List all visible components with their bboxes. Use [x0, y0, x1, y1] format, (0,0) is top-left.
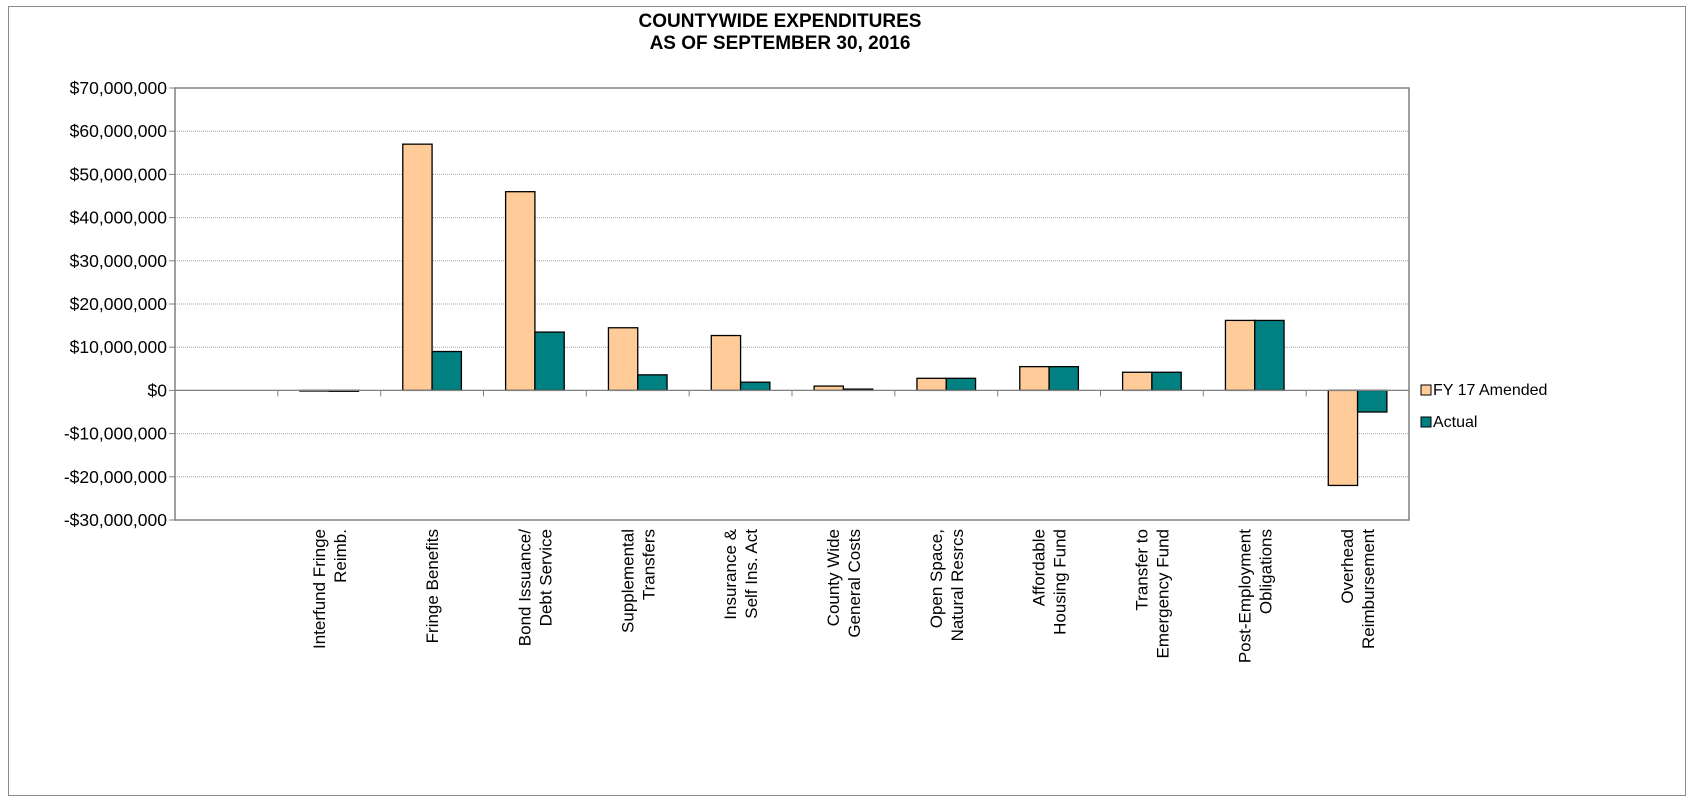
- bar-fy17-amended: [710, 334, 742, 392]
- bar-fy17-amended: [504, 191, 536, 392]
- category-label: Housing Fund: [1051, 529, 1070, 635]
- category-label: General Costs: [845, 529, 864, 638]
- category-label: Open Space,: [927, 529, 946, 628]
- bar-actual: [637, 374, 668, 392]
- y-axis-ticks: -$30,000,000 -$20,000,000 -$10,000,000 $0 $1…: [64, 78, 167, 530]
- category-label: County Wide: [824, 529, 843, 626]
- bar-actual: [431, 350, 463, 392]
- category-label: Transfers: [639, 529, 658, 600]
- plot-area-border: [174, 87, 1410, 521]
- legend: FY 17 Amended Actual: [1420, 382, 1547, 431]
- legend-label: Actual: [1433, 414, 1477, 431]
- y-tick-label: $0: [148, 380, 168, 400]
- bar-actual: [1048, 365, 1080, 392]
- category-label: Fringe Benefits: [423, 529, 442, 643]
- category-label: Affordable: [1030, 529, 1049, 606]
- bar-fy17-amended: [607, 327, 639, 392]
- y-tick-label: -$10,000,000: [64, 424, 167, 444]
- category-label: Emergency Fund: [1153, 529, 1172, 658]
- bar-fy17-amended: [1019, 365, 1050, 392]
- bar-fy17-amended: [916, 377, 947, 392]
- category-label: Debt Service: [536, 529, 555, 626]
- category-label: Natural Resrcs: [948, 529, 967, 641]
- bar-actual: [1151, 371, 1182, 392]
- category-label: Reimbursement: [1359, 529, 1378, 649]
- y-tick-label: $20,000,000: [70, 294, 168, 314]
- category-label: Insurance &: [721, 528, 740, 619]
- chart-title-line: AS OF SEPTEMBER 30, 2016: [650, 33, 911, 54]
- x-axis-labels: Interfund Fringe Reimb. Fringe Benefits Bon…: [310, 528, 1378, 663]
- bars: [299, 143, 1388, 487]
- category-label: Supplemental: [618, 529, 637, 633]
- category-label: Obligations: [1256, 529, 1275, 614]
- category-label: Transfer to: [1132, 529, 1151, 611]
- category-label: Reimb.: [331, 529, 350, 583]
- y-tick-label: -$30,000,000: [64, 510, 167, 530]
- bar-actual: [1254, 319, 1285, 392]
- bar-fy17-amended: [402, 143, 433, 392]
- y-tick-label: $30,000,000: [70, 251, 168, 271]
- legend-label: FY 17 Amended: [1433, 382, 1547, 399]
- category-label: Self Ins. Act: [742, 529, 761, 619]
- bar-actual: [945, 377, 977, 392]
- y-tick-label: $40,000,000: [70, 208, 168, 228]
- category-label: Bond Issuance/: [515, 529, 534, 646]
- gridlines: [169, 87, 1409, 521]
- bar-fy17-amended: [813, 385, 845, 392]
- bar-actual: [1356, 389, 1388, 413]
- bar-fy17-amended: [1327, 389, 1359, 487]
- category-label: Overhead: [1338, 529, 1357, 604]
- y-tick-label: $70,000,000: [70, 78, 168, 98]
- y-tick-label: -$20,000,000: [64, 467, 167, 487]
- legend-swatch: [1420, 416, 1432, 428]
- bar-fy17-amended: [1224, 319, 1256, 392]
- legend-swatch: [1420, 384, 1432, 396]
- bar-actual: [534, 331, 565, 392]
- axes: [174, 87, 1410, 521]
- category-label: Post-Employment: [1235, 529, 1254, 663]
- chart-title-line: COUNTYWIDE EXPENDITURES: [639, 11, 922, 32]
- bar-fy17-amended: [1121, 371, 1153, 392]
- bar-actual: [739, 381, 771, 392]
- y-tick-label: $10,000,000: [70, 337, 168, 357]
- category-label: Interfund Fringe: [310, 529, 329, 649]
- y-tick-label: $50,000,000: [70, 164, 168, 184]
- y-tick-label: $60,000,000: [70, 121, 168, 141]
- chart-frame: COUNTYWIDE EXPENDITURES AS OF SEPTEMBER 3…: [8, 6, 1686, 796]
